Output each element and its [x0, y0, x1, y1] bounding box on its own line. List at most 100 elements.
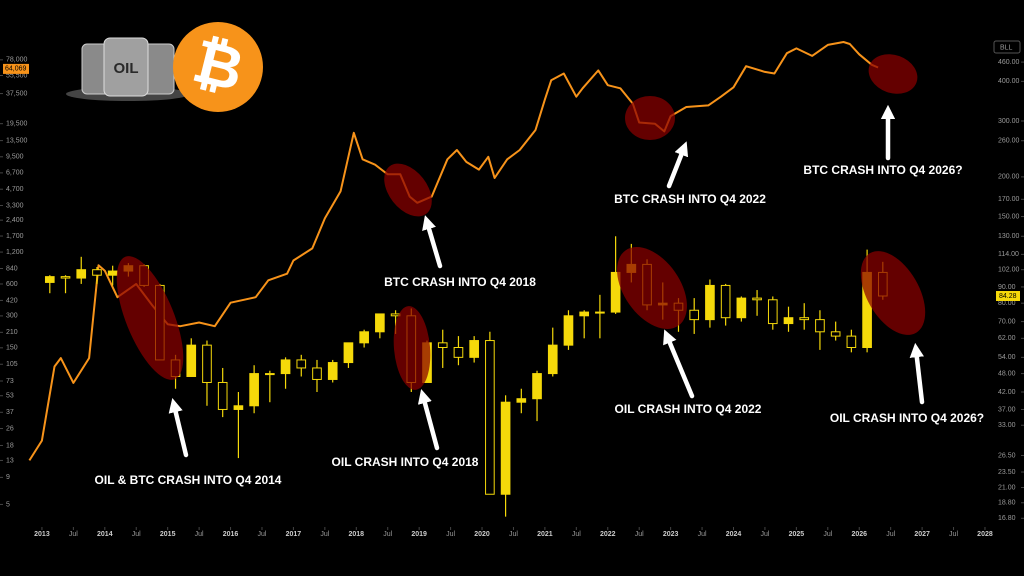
candle-body [312, 367, 322, 380]
crash-zone [116, 256, 184, 380]
annotation: OIL CRASH INTO Q4 2026? [830, 411, 984, 425]
crash-zone [868, 54, 918, 94]
x-tick-label: Jul [446, 531, 455, 538]
y-tick-label: 210 [6, 329, 18, 336]
crash-zone [617, 247, 687, 329]
y2-tick-label: 170.00 [998, 196, 1020, 203]
candle-body [217, 381, 228, 410]
y2-tick-label: 42.00 [998, 389, 1016, 396]
candle-body [532, 373, 542, 400]
candle-body [720, 284, 731, 319]
x-tick-label: 2014 [97, 531, 113, 538]
candle-body [469, 340, 479, 358]
barrel [103, 37, 149, 97]
candle-body [233, 405, 244, 410]
x-tick-label: 2015 [160, 531, 176, 538]
y-tick-label: 19,500 [6, 121, 28, 128]
candle-body [579, 311, 590, 317]
annotations: OIL & BTC CRASH INTO Q4 2014 BTC CRASH I… [95, 163, 985, 487]
y-badge-label: 64,069 [5, 66, 27, 73]
y2-tick-label: 460.00 [998, 59, 1020, 66]
candle-body [296, 359, 307, 369]
candle-body [689, 309, 700, 321]
y2-tick-label: 23.50 [998, 469, 1016, 476]
y2-tick-label: 300.00 [998, 118, 1020, 125]
y-tick-label: 78,000 [6, 57, 28, 64]
candle-body [327, 362, 338, 380]
y-tick-label: 5 [6, 501, 10, 508]
y-tick-label: 37,500 [6, 90, 28, 97]
y-tick-label: 37 [6, 409, 14, 416]
x-tick-label: 2020 [474, 531, 490, 538]
y-tick-label: 9,500 [6, 154, 24, 161]
x-tick-label: Jul [258, 531, 267, 538]
y-tick-label: 600 [6, 281, 18, 288]
candle-body [846, 335, 857, 349]
y-badge [3, 63, 29, 74]
x-tick-label: 2013 [34, 531, 50, 538]
x-tick-label: Jul [698, 531, 707, 538]
candle-body [453, 347, 464, 358]
y-tick-label: 420 [6, 297, 18, 304]
y2-badge [996, 290, 1020, 301]
x-tick-label: 2027 [914, 531, 930, 538]
arrow [663, 329, 695, 399]
y-tick-label: 1,200 [6, 249, 24, 256]
x-tick-label: 2023 [663, 531, 679, 538]
x-tick-label: Jul [949, 531, 958, 538]
y2-tick-label: 200.00 [998, 174, 1020, 181]
x-tick-label: 2021 [537, 531, 553, 538]
y-tick-label: 26 [6, 425, 14, 432]
x-tick-label: Jul [132, 531, 141, 538]
x-tick-label: Jul [823, 531, 832, 538]
candle-body [249, 373, 259, 407]
y2-tick-label: 18.80 [998, 500, 1016, 507]
y-tick-label: 2,400 [6, 217, 24, 224]
y-tick-label: 13,500 [6, 137, 28, 144]
candle-body [437, 342, 448, 349]
x-tick-label: 2022 [600, 531, 616, 538]
y2-tick-label: 130.00 [998, 233, 1020, 240]
candle-body [563, 315, 574, 346]
y2-tick-label: 26.50 [998, 452, 1016, 459]
x-tick-label: Jul [760, 531, 769, 538]
annotation: OIL CRASH INTO Q4 2018 [332, 455, 479, 469]
y-tick-label: 105 [6, 361, 18, 368]
candle-body [500, 401, 511, 495]
candle-body [736, 297, 747, 319]
y2-tick-label: 400.00 [998, 78, 1020, 85]
candle-body [799, 317, 810, 321]
candle-body [752, 297, 762, 301]
x-tick-label: Jul [195, 531, 204, 538]
annotation: OIL CRASH INTO Q4 2022 [615, 402, 762, 416]
candle-body [705, 284, 715, 321]
candle-body [92, 269, 102, 276]
candle-body [280, 359, 291, 375]
y2-tick-label: 90.00 [998, 284, 1016, 291]
candle-body [202, 344, 212, 383]
annotation: OIL & BTC CRASH INTO Q4 2014 [95, 473, 282, 487]
x-tick-label: Jul [69, 531, 78, 538]
candle-body [830, 331, 841, 337]
y2-tick-label: 102.00 [998, 267, 1020, 274]
y-tick-label: 9 [6, 474, 10, 481]
y-tick-label: 18 [6, 442, 14, 449]
y2-badge-label: 84.28 [999, 293, 1017, 300]
y-tick-label: 13 [6, 457, 14, 464]
x-tick-label: 2026 [851, 531, 867, 538]
arrows [168, 104, 925, 458]
candle-body [767, 299, 778, 325]
y-tick-label: 53 [6, 393, 14, 400]
candle-body [343, 342, 354, 364]
x-tick-label: Jul [572, 531, 581, 538]
annotation: BTC CRASH INTO Q4 2018 [384, 275, 536, 289]
logo: OIL ₿ [66, 22, 263, 112]
candle-body [44, 276, 55, 283]
symbol: BLL [1000, 44, 1013, 51]
y2-tick-label: 114.00 [998, 251, 1019, 258]
y2-tick-label: 80.00 [998, 300, 1016, 307]
arrow [168, 397, 189, 458]
y-tick-label: 150 [6, 345, 18, 352]
candle-body [107, 270, 118, 276]
crash-zone [384, 163, 432, 217]
